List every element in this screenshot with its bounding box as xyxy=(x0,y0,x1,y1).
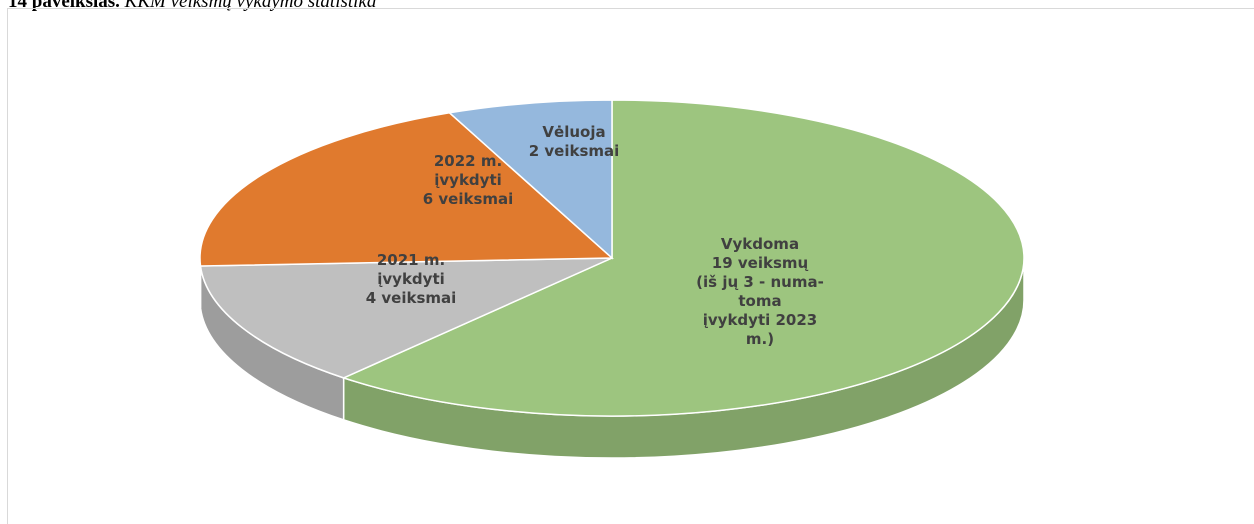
pie-slice xyxy=(199,112,614,267)
chart-frame xyxy=(7,8,1254,524)
slice-label: 2021 m. įvykdyti 4 veiksmai xyxy=(366,251,457,307)
pie-slice xyxy=(447,99,613,260)
slice-label-line: 2021 m. xyxy=(377,251,445,269)
slice-label-line: 4 veiksmai xyxy=(366,289,457,307)
slice-label-line: (iš jų 3 - numa- xyxy=(696,273,824,291)
slice-label-line: 6 veiksmai xyxy=(423,190,514,208)
slice-label-line: toma xyxy=(738,292,781,310)
slice-label-line: 19 veiksmų xyxy=(712,254,809,272)
slice-label-line: m.) xyxy=(746,330,774,348)
slice-label-line: 2 veiksmai xyxy=(529,142,620,160)
slice-label-line: 2022 m. xyxy=(434,152,502,170)
slice-label-line: įvykdyti xyxy=(377,270,445,288)
slice-label-line: įvykdyti xyxy=(434,171,502,189)
slice-label: Vėluoja 2 veiksmai xyxy=(529,123,620,160)
pie-slice xyxy=(199,257,613,379)
pie-slice xyxy=(341,99,1025,417)
slice-label: 2022 m. įvykdyti 6 veiksmai xyxy=(423,152,514,208)
slice-label-line: Vykdoma xyxy=(721,235,799,253)
slice-label-line: Vėluoja xyxy=(542,123,605,141)
slice-label-line: įvykdyti 2023 xyxy=(703,311,817,329)
slice-label: Vykdoma 19 veiksmų (iš jų 3 - numa-toma įvy… xyxy=(696,235,824,348)
